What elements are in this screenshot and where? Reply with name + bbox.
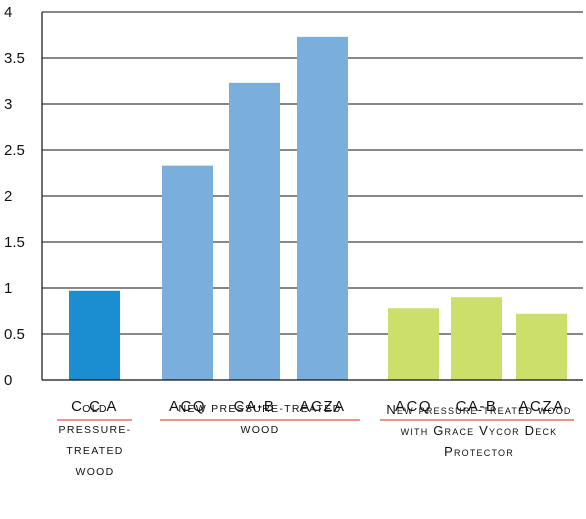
bar-0 [69, 290, 120, 380]
category-label-3: ACZA [299, 398, 345, 415]
y-tick-1: 1 [4, 280, 12, 297]
category-label-5: CA-B [456, 398, 498, 415]
bar-1 [162, 165, 213, 380]
category-label-6: ACZA [518, 398, 564, 415]
category-label-1: ACQ [169, 398, 206, 415]
y-tick-3: 3 [4, 96, 12, 113]
y-tick-0: 0 [4, 372, 12, 389]
bars [69, 36, 567, 381]
category-labels: C C A ACQ CA-B ACZA ACQ CA-B ACZA [71, 398, 564, 415]
group-label-new-wood: NEW PRESSURE-TREATED WOOD [178, 403, 342, 436]
bar-5 [451, 297, 502, 380]
y-tick-labels: 0 0.5 1 1.5 2 2.5 3 3.5 4 [4, 4, 25, 389]
category-label-2: CA-B [234, 398, 276, 415]
group-label-new-wood-vycor: New pressure-treated wood with Grace Vyc… [386, 402, 572, 459]
y-tick-1.5: 1.5 [4, 234, 25, 251]
bar-6 [516, 313, 567, 380]
bar-4 [388, 308, 439, 380]
y-tick-0.5: 0.5 [4, 326, 25, 343]
y-tick-2: 2 [4, 188, 12, 205]
bar-2 [229, 82, 280, 380]
y-tick-2.5: 2.5 [4, 142, 25, 159]
axes [41, 12, 583, 381]
category-label-0: C C A [71, 398, 118, 415]
y-tick-3.5: 3.5 [4, 50, 25, 67]
y-tick-4: 4 [4, 4, 12, 21]
category-label-4: ACQ [395, 398, 432, 415]
group-label-old-wood: OLD PRESSURE-TREATED WOOD [58, 403, 132, 478]
bar-3 [297, 36, 348, 381]
